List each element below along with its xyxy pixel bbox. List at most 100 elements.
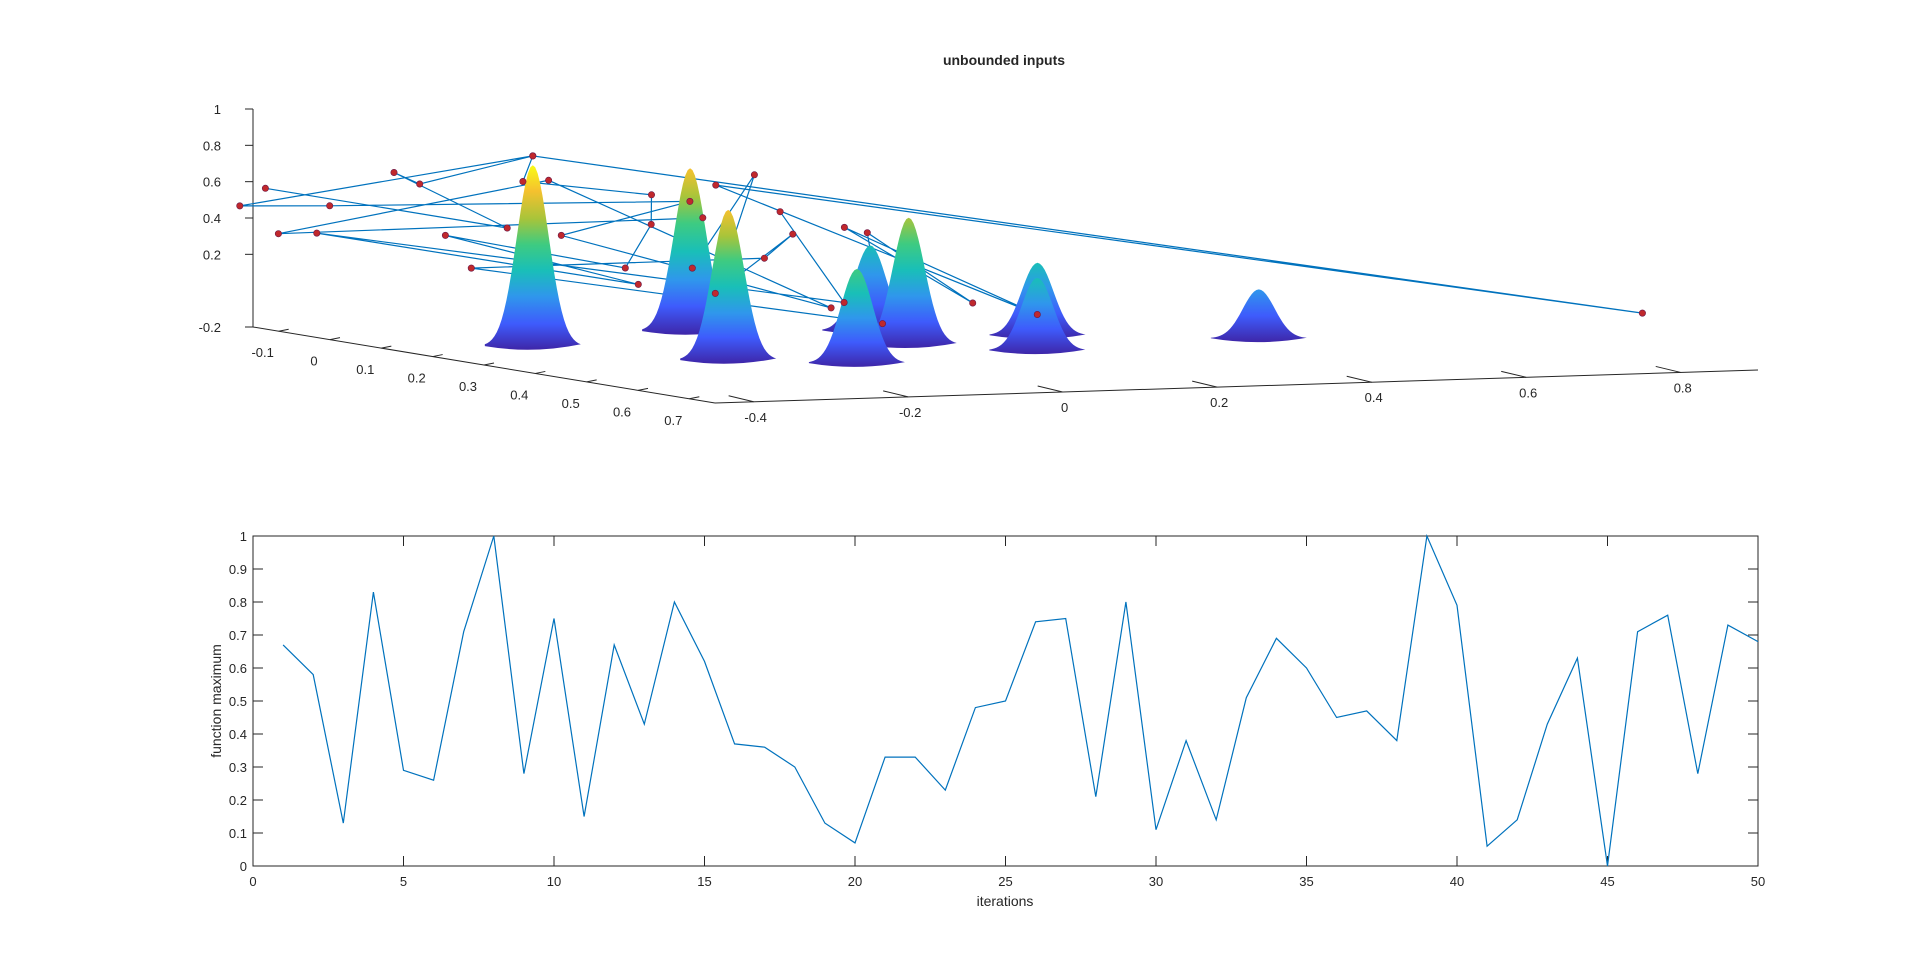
sample-point-marker [776, 208, 784, 216]
sample-point-marker [326, 202, 334, 210]
y-tick-label: 0.8 [229, 595, 247, 610]
y-tick-label: 0.5 [229, 694, 247, 709]
x-tick-label: 0.4 [510, 387, 528, 402]
y-ticks: -0.4 -0.2 0 0.2 0.4 0.6 0.8 [728, 365, 1692, 425]
y-tick-mark [1501, 370, 1527, 378]
sample-point-marker [467, 264, 475, 272]
sample-point-marker [647, 220, 655, 228]
x-tick-mark [278, 328, 289, 332]
x-tick-label: 0 [249, 874, 256, 889]
y-tick-mark [1346, 375, 1372, 383]
x-tick-label: 25 [998, 874, 1012, 889]
x-tick-label: 50 [1751, 874, 1765, 889]
y-tick-mark [1655, 365, 1681, 373]
x-ticks: -0.1 0 0.1 0.2 0.3 0.4 0.5 0.6 0.7 [251, 328, 700, 428]
x-tick-label: 0.6 [613, 404, 631, 419]
z-tick-label: 0.4 [203, 211, 221, 226]
y-tick-label: 0.4 [1365, 390, 1383, 405]
z-tick-label: 0.6 [203, 175, 221, 190]
y-tick-label: 0 [1061, 400, 1068, 415]
sample-point-marker [878, 320, 886, 328]
y-tick-label: -0.2 [899, 405, 921, 420]
series-line [282, 533, 1759, 867]
x-tick-label: 30 [1149, 874, 1163, 889]
z-ticks: -0.2 0.2 0.4 0.6 0.8 1 [199, 102, 253, 335]
sample-point-marker [712, 181, 720, 189]
y-tick-label: 0.6 [229, 661, 247, 676]
x-tick-label: 0.5 [562, 396, 580, 411]
surface-peaks [484, 165, 1307, 367]
x-tick-label: 0 [310, 354, 317, 369]
sample-point-marker [1033, 310, 1041, 318]
y-tick-mark [883, 390, 909, 398]
sample-point-marker [840, 223, 848, 231]
y-tick-mark [1192, 380, 1218, 388]
sample-point-marker [390, 169, 398, 177]
sample-point-marker [840, 298, 848, 306]
sample-point-marker [688, 264, 696, 272]
sample-point-marker [750, 171, 758, 179]
y-tick-label: -0.4 [744, 410, 766, 425]
sample-point-marker [634, 280, 642, 288]
sample-point-marker [236, 202, 244, 210]
z-tick-label: 1 [214, 102, 221, 117]
sample-point-marker [969, 299, 977, 307]
sample-point-marker [686, 197, 694, 205]
y-tick-label: 0.1 [229, 826, 247, 841]
sample-point-marker [1638, 309, 1646, 317]
sample-point-marker [760, 254, 768, 262]
y-tick-label: 0.7 [229, 628, 247, 643]
x-tick-mark [483, 362, 495, 366]
x-tick-label: 15 [697, 874, 711, 889]
line-chart-x-ticks: 0 5 10 15 20 25 30 35 40 45 50 [249, 536, 1765, 889]
y-tick-mark [1037, 385, 1063, 393]
sample-point-marker [441, 231, 449, 239]
z-tick-label: -0.2 [199, 320, 221, 335]
y-tick-label: 1 [240, 529, 247, 544]
sample-point-marker [261, 184, 269, 192]
surface-peak [808, 269, 905, 367]
sample-point-marker [789, 230, 797, 238]
x-tick-label: 0.3 [459, 379, 477, 394]
x-tick-label: 0.2 [408, 371, 426, 386]
sample-point-marker [621, 264, 629, 272]
y-tick-label: 0.3 [229, 760, 247, 775]
sample-path-back [239, 155, 1643, 325]
x-tick-mark [535, 370, 546, 374]
y-tick-label: 0.2 [1210, 395, 1228, 410]
y-tick-label: 0.6 [1519, 385, 1537, 400]
sample-path-front [236, 152, 1646, 328]
line-chart: 0 5 10 15 20 25 30 35 40 45 50 0 0.1 0.2 0.3 0.4 0.5 0.6… [208, 529, 1765, 909]
y-tick-label: 0.9 [229, 562, 247, 577]
chart-title: unbounded inputs [943, 52, 1065, 68]
surface-peak [680, 209, 777, 364]
x-tick-mark [689, 396, 700, 400]
x-tick-label: 40 [1450, 874, 1464, 889]
sample-point-marker [313, 229, 321, 237]
x-tick-mark [637, 387, 649, 391]
x-tick-label: 35 [1299, 874, 1313, 889]
x-tick-mark [432, 354, 443, 358]
y-axis-line [714, 369, 1759, 404]
x-tick-label: 20 [848, 874, 862, 889]
x-tick-label: 0.7 [664, 413, 682, 428]
sample-point-marker [545, 176, 553, 184]
x-tick-label: 5 [400, 874, 407, 889]
y-tick-label: 0.4 [229, 727, 247, 742]
x-tick-mark [329, 337, 341, 341]
surface-plot-3d: unbounded inputs -0.2 0.2 0.4 0.6 0.8 1 -0.1 0… [199, 52, 1759, 428]
sample-path-line [239, 155, 1643, 325]
sample-point-marker [274, 230, 282, 238]
y-tick-label: 0 [240, 859, 247, 874]
sample-point-marker [416, 180, 424, 188]
x-axis-label: iterations [977, 893, 1034, 909]
sample-point-marker [699, 214, 707, 222]
x-tick-label: -0.1 [251, 345, 273, 360]
surface-peak [1210, 289, 1307, 343]
y-tick-label: 0.8 [1674, 380, 1692, 395]
x-tick-label: 10 [547, 874, 561, 889]
y-tick-mark [728, 395, 754, 403]
sample-point-marker [519, 178, 527, 186]
sample-point-marker [863, 229, 871, 237]
